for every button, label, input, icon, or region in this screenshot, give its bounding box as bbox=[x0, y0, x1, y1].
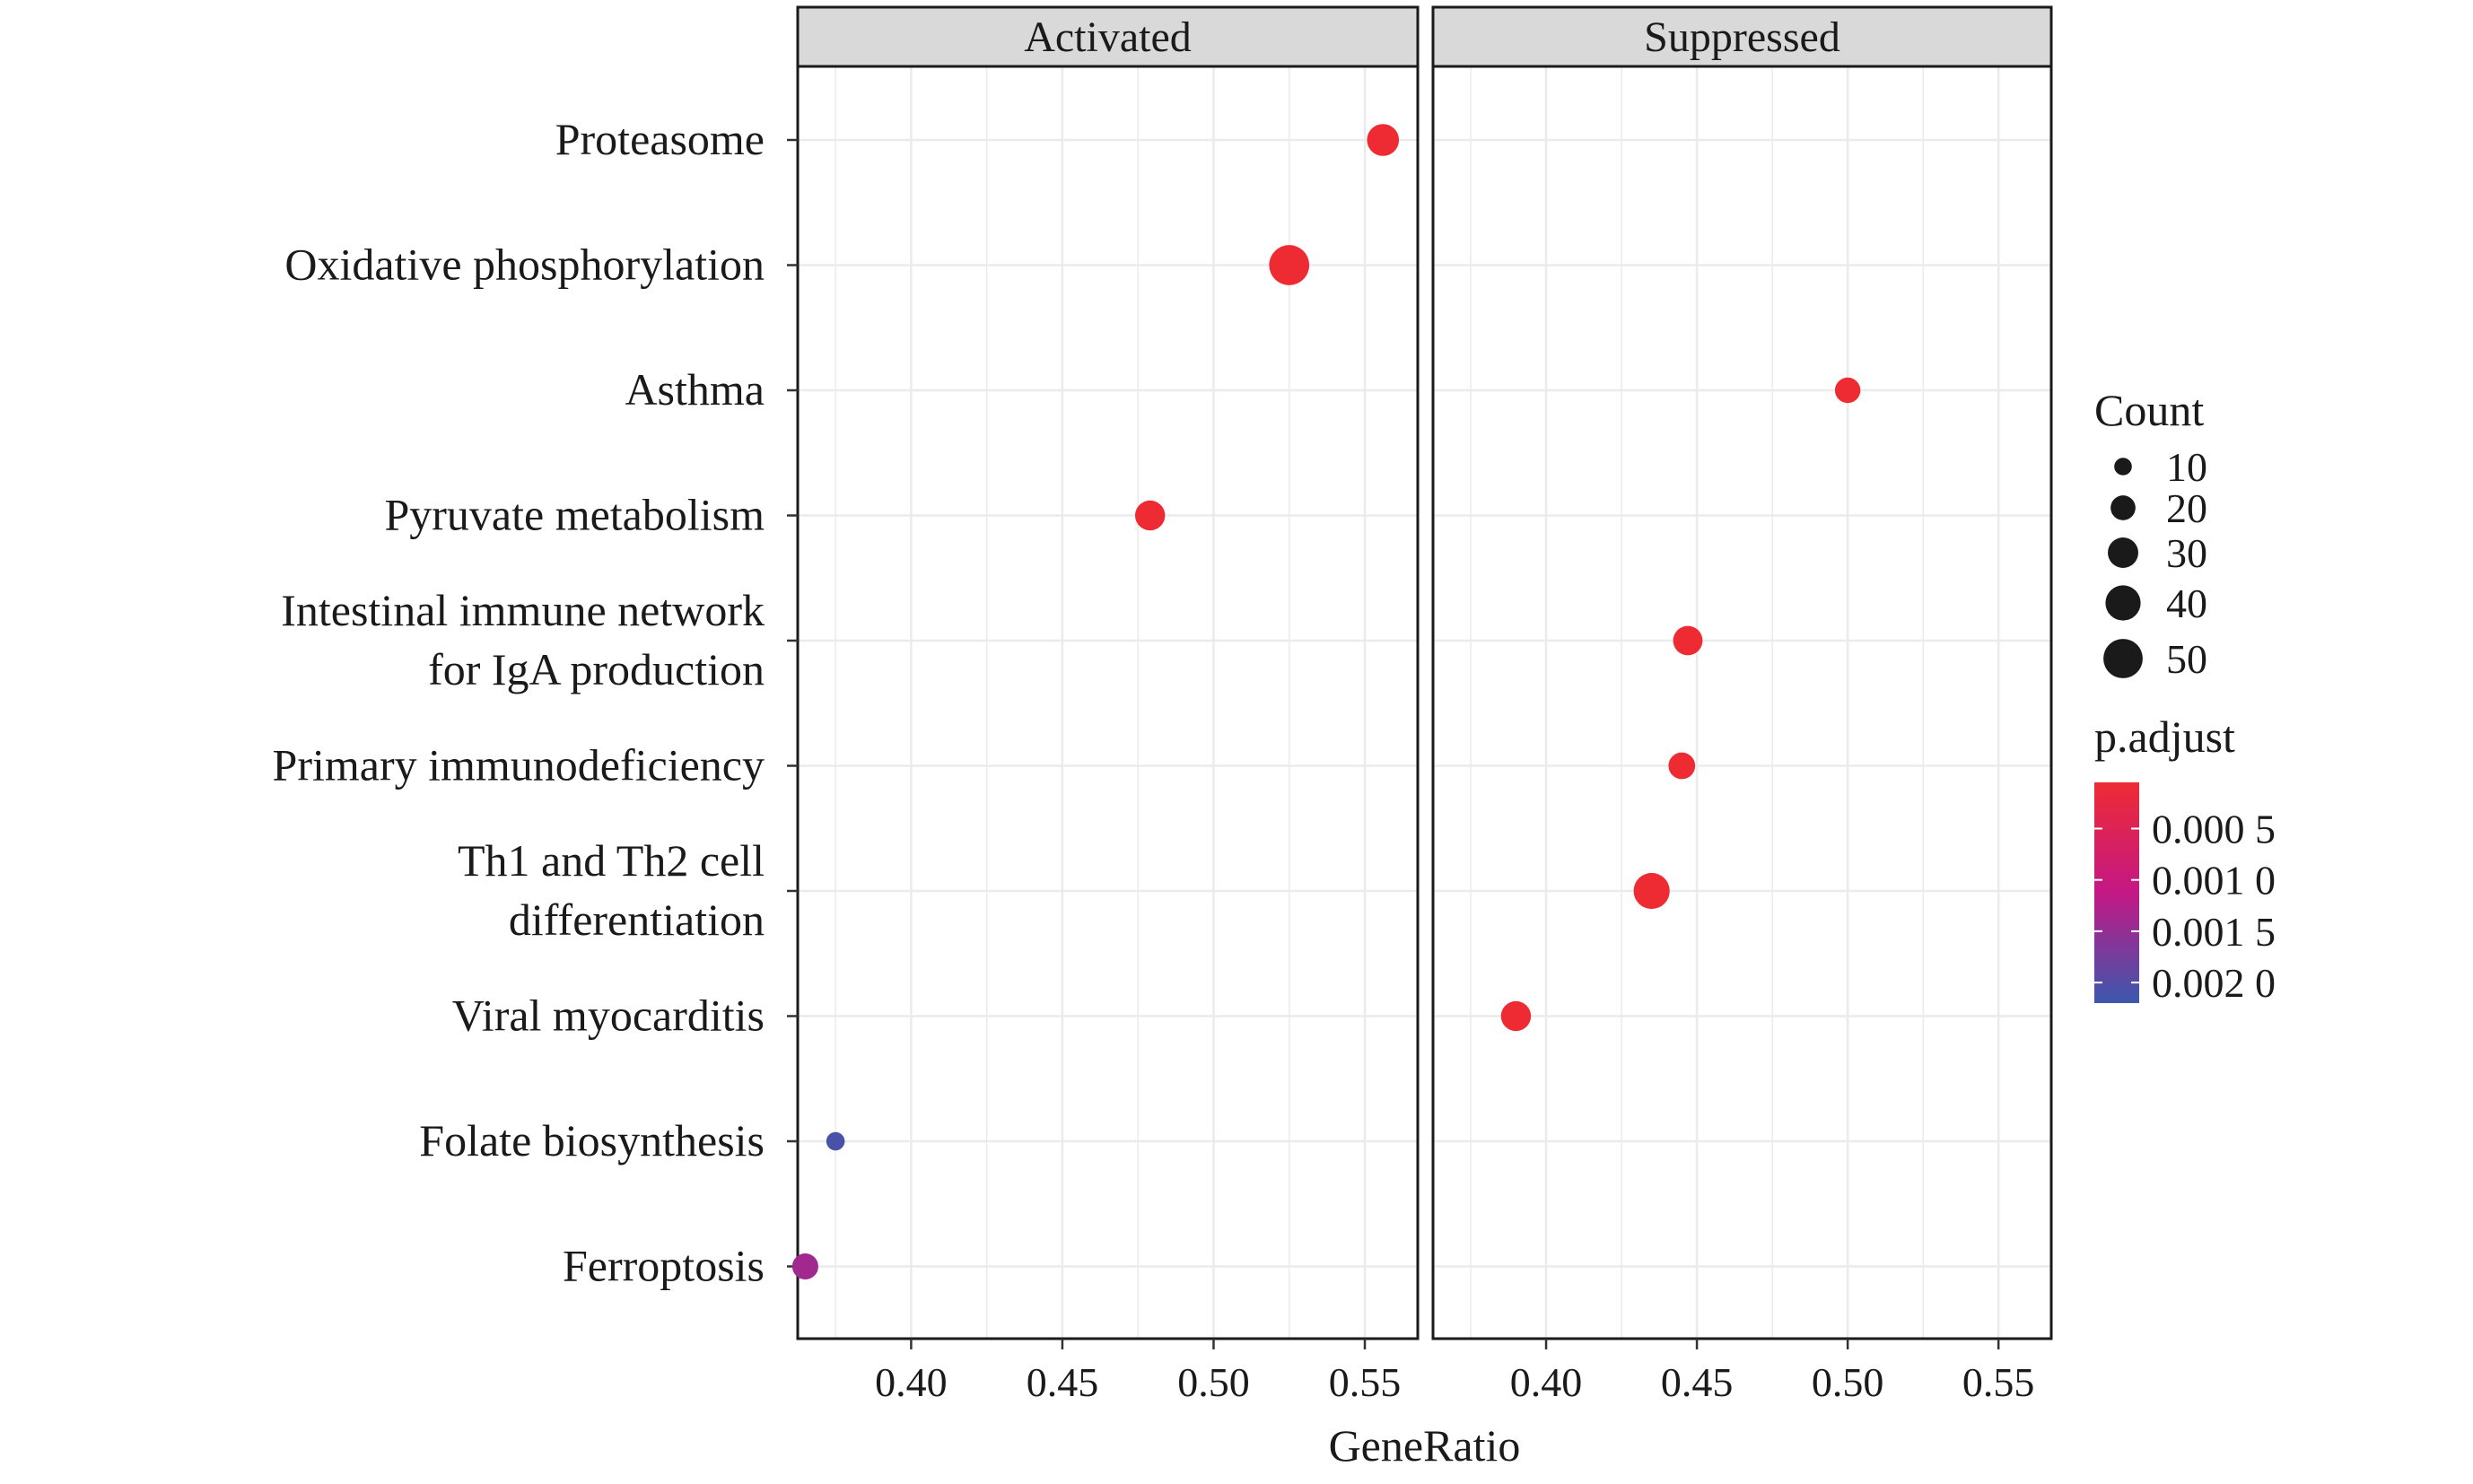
data-point bbox=[791, 1253, 818, 1280]
y-category-label: Intestinal immune network for IgA product… bbox=[281, 585, 765, 694]
x-tick-label: 0.45 bbox=[1661, 1359, 1734, 1405]
y-category-label-line: differentiation bbox=[509, 895, 765, 945]
data-point bbox=[1367, 124, 1400, 156]
data-point bbox=[1668, 752, 1696, 780]
y-category-label-line: Th1 and Th2 cell bbox=[458, 835, 765, 886]
data-point bbox=[1673, 625, 1703, 656]
y-category-label: Ferroptosis bbox=[563, 1241, 765, 1291]
x-tick-label: 0.45 bbox=[1027, 1359, 1099, 1405]
facet-strip bbox=[796, 5, 1420, 68]
data-point bbox=[1269, 245, 1310, 285]
y-category-label: Th1 and Th2 cell differentiation bbox=[458, 835, 765, 945]
colorbar-label: 0.002 0 bbox=[2152, 960, 2276, 1006]
y-category-label: Pyruvate metabolism bbox=[384, 490, 765, 540]
legend-count-label: 50 bbox=[2166, 636, 2207, 682]
y-category-label-line: Proteasome bbox=[555, 114, 765, 164]
y-category-label-line: Asthma bbox=[625, 364, 765, 415]
colorbar-label: 0.000 5 bbox=[2152, 806, 2276, 851]
facet-strip-label: Suppressed bbox=[1644, 13, 1840, 61]
panel-border bbox=[1431, 65, 2053, 1340]
legend-count-key bbox=[2108, 537, 2138, 568]
y-category-label: Proteasome bbox=[555, 114, 765, 164]
x-tick-label: 0.55 bbox=[1329, 1359, 1402, 1405]
y-category-label-line: Primary immunodeficiency bbox=[273, 740, 765, 790]
x-tick-label: 0.55 bbox=[1962, 1359, 2035, 1405]
colorbar-label: 0.001 5 bbox=[2152, 909, 2276, 955]
x-tick-label: 0.40 bbox=[1510, 1359, 1583, 1405]
data-point bbox=[1134, 500, 1166, 531]
colorbar bbox=[2094, 782, 2139, 1003]
facet-strip-label: Activated bbox=[1024, 13, 1192, 61]
data-point bbox=[1633, 872, 1670, 910]
y-category-label-line: Viral myocarditis bbox=[452, 991, 765, 1041]
legend-count-key bbox=[2110, 495, 2136, 520]
colorbar-label: 0.001 0 bbox=[2152, 858, 2276, 903]
legend-count-label: 20 bbox=[2166, 485, 2207, 531]
y-category-label: Folate biosynthesis bbox=[419, 1115, 765, 1165]
x-tick-label: 0.50 bbox=[1812, 1359, 1884, 1405]
data-point bbox=[1834, 377, 1861, 404]
legend-count-key bbox=[2105, 585, 2141, 621]
legend-count-key bbox=[2103, 639, 2143, 678]
facet-strip bbox=[1431, 5, 2053, 68]
y-category-label: Oxidative phosphorylation bbox=[284, 240, 765, 290]
y-category-label-line: Ferroptosis bbox=[563, 1241, 765, 1291]
y-category-label: Viral myocarditis bbox=[452, 991, 765, 1041]
data-point bbox=[826, 1131, 845, 1151]
y-category-label-line: Pyruvate metabolism bbox=[384, 490, 765, 540]
y-category-label-line: for IgA production bbox=[428, 644, 765, 694]
y-category-label: Asthma bbox=[625, 364, 765, 415]
legend-count-label: 10 bbox=[2166, 444, 2207, 490]
y-category-label: Primary immunodeficiency bbox=[273, 740, 765, 790]
legend-count-label: 40 bbox=[2166, 581, 2207, 626]
panel-border bbox=[796, 65, 1420, 1340]
legend-count-title: Count bbox=[2094, 385, 2204, 435]
y-category-label-line: Intestinal immune network bbox=[281, 585, 765, 635]
legend-count-label: 30 bbox=[2166, 530, 2207, 576]
legend-color-title: p.adjust bbox=[2094, 711, 2235, 762]
x-axis-title: GeneRatio bbox=[1329, 1420, 1521, 1471]
x-tick-label: 0.40 bbox=[875, 1359, 948, 1405]
data-point bbox=[1500, 1000, 1532, 1032]
y-category-label-line: Oxidative phosphorylation bbox=[284, 240, 765, 290]
legend-count-key bbox=[2114, 458, 2132, 476]
y-category-label-line: Folate biosynthesis bbox=[419, 1115, 765, 1165]
x-tick-label: 0.50 bbox=[1177, 1359, 1250, 1405]
